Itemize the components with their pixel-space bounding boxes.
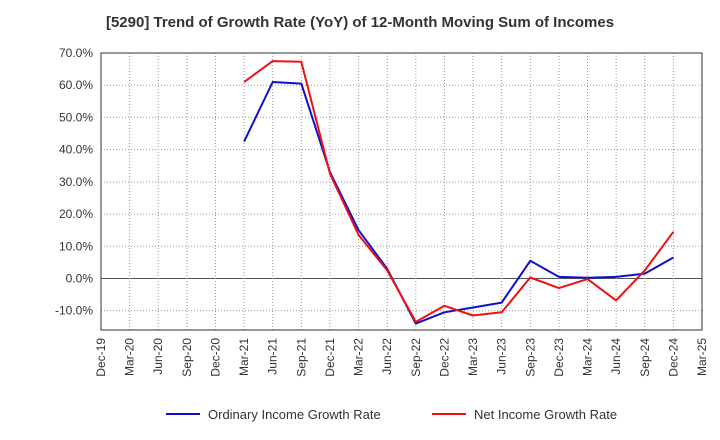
y-tick-label: 10.0% [59,239,93,253]
y-tick-label: 0.0% [66,271,94,285]
x-tick-label: Mar-20 [123,338,137,376]
y-tick-label: 40.0% [59,143,93,157]
x-tick-label: Sep-22 [409,338,423,377]
series-line-2 [243,60,675,323]
axes [100,52,703,331]
x-tick-label: Mar-22 [352,338,366,376]
x-tick-label: Dec-23 [552,338,566,377]
y-tick-label: -10.0% [55,304,93,318]
x-tick-label: Dec-22 [437,338,451,377]
x-tick-label: Sep-23 [523,338,537,377]
series-lines [243,60,675,325]
x-tick-label: Jun-22 [380,338,394,375]
legend-label: Net Income Growth Rate [474,407,617,422]
x-tick-label: Sep-20 [180,338,194,377]
x-tick-label: Jun-24 [609,338,623,375]
x-tick-labels: Dec-19 Mar-20 Jun-20 Sep-20 Dec-20 Mar-21 Jun-… [94,338,709,377]
x-tick-label: Dec-19 [94,338,108,377]
y-tick-labels: 70.0% 60.0% 50.0% 40.0% 30.0% 20.0% 10.0% 0.0% -… [55,46,93,318]
x-tick-label: Sep-21 [294,338,308,377]
x-tick-label: Mar-21 [237,338,251,376]
grid-lines [101,52,702,330]
y-tick-label: 30.0% [59,175,93,189]
y-tick-label: 70.0% [59,46,93,60]
y-tick-label: 50.0% [59,110,93,124]
x-tick-label: Mar-24 [581,338,595,376]
x-tick-label: Jun-20 [151,338,165,375]
x-tick-label: Jun-23 [495,338,509,375]
x-tick-label: Mar-25 [695,338,709,376]
y-tick-label: 20.0% [59,207,93,221]
chart-title: [5290] Trend of Growth Rate (YoY) of 12-… [105,14,615,31]
x-tick-label: Dec-24 [666,338,680,377]
plot-area [101,53,702,330]
x-tick-label: Jun-21 [266,338,280,375]
legend: Ordinary Income Growth Rate Net Income Gr… [166,407,617,422]
y-tick-label: 60.0% [59,78,93,92]
x-tick-label: Dec-21 [323,338,337,377]
x-tick-label: Sep-24 [638,338,652,377]
plot-border [100,52,703,331]
x-tick-label: Mar-23 [466,338,480,376]
x-tick-label: Dec-20 [208,338,222,377]
legend-label: Ordinary Income Growth Rate [208,407,381,422]
